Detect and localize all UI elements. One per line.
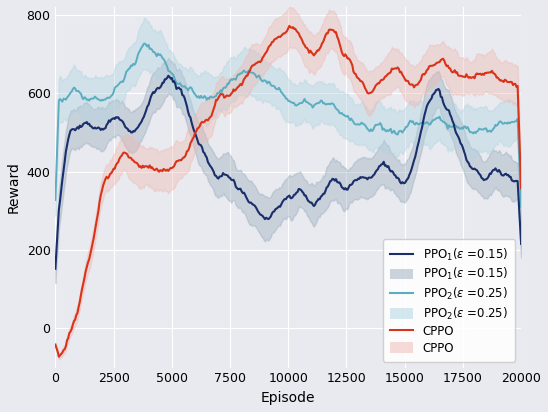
Legend: PPO$_1$($\varepsilon$ =0.15), PPO$_1$($\varepsilon$ =0.15), PPO$_2$($\varepsilon: PPO$_1$($\varepsilon$ =0.15), PPO$_1$($\…	[383, 239, 515, 362]
Y-axis label: Reward: Reward	[7, 162, 21, 213]
X-axis label: Episode: Episode	[261, 391, 316, 405]
